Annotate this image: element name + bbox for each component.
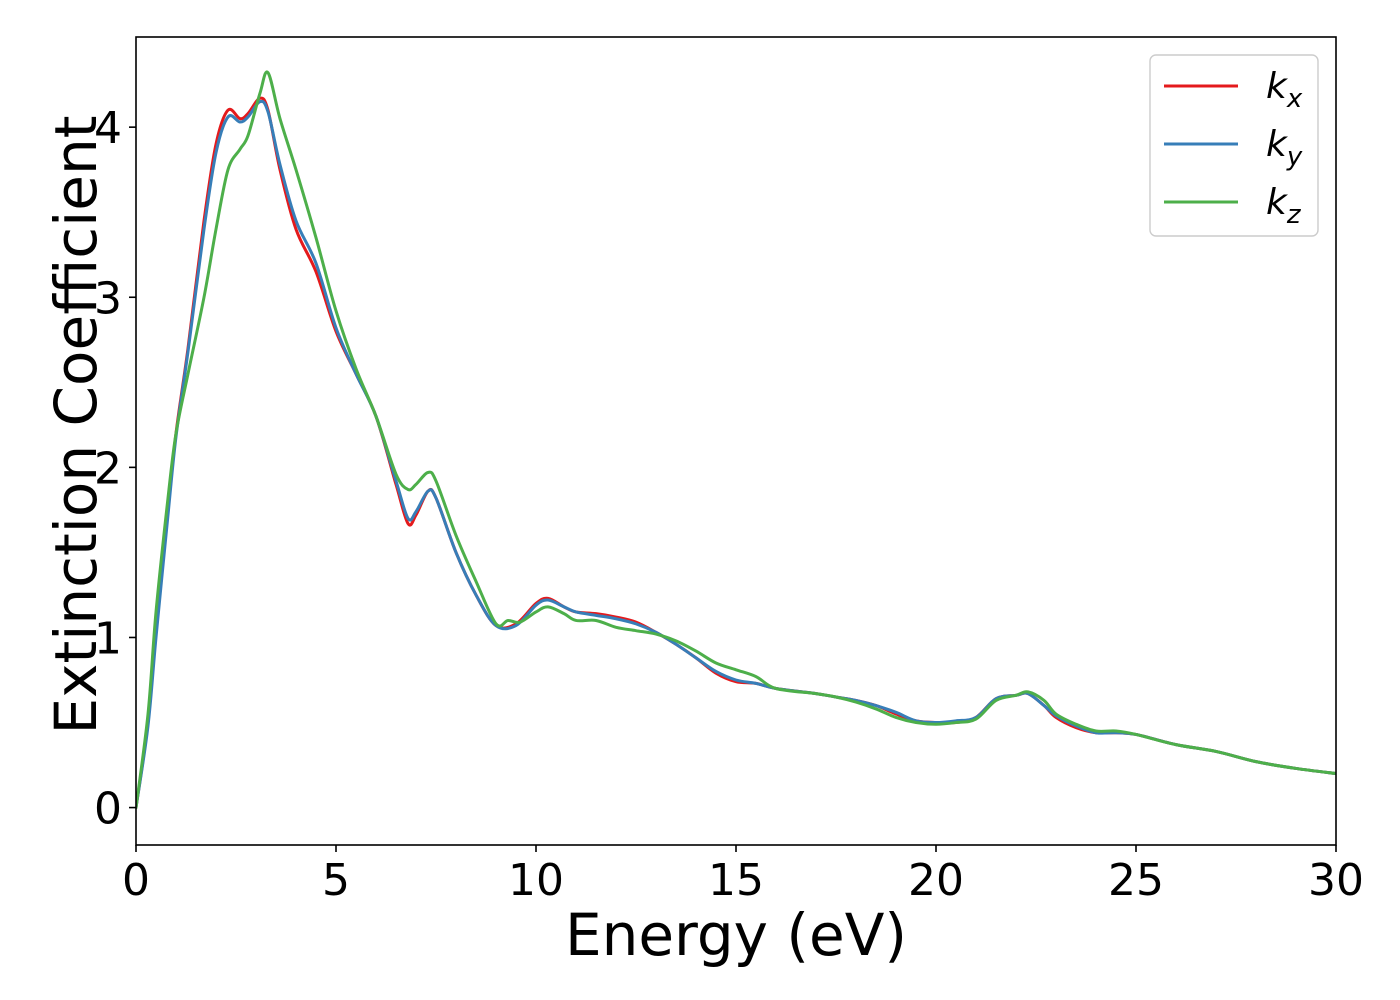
x-tick-label: 5 xyxy=(322,855,350,906)
legend-label-y: ky xyxy=(1266,124,1303,172)
legend: kx ky kz xyxy=(1149,54,1319,237)
x-tick-label: 25 xyxy=(1108,855,1164,906)
y-tick-label: 4 xyxy=(94,103,122,154)
y-tick-label: 3 xyxy=(94,273,122,324)
x-axis-title: Energy (eV) xyxy=(565,901,907,969)
y-axis: 0 1 2 3 4 xyxy=(94,103,136,835)
series-line-y xyxy=(136,99,1336,810)
y-tick-label: 1 xyxy=(94,613,122,664)
legend-label-x: kx xyxy=(1266,66,1303,114)
x-axis: 0 5 10 15 20 25 30 xyxy=(122,845,1364,906)
series-line-z xyxy=(136,70,1336,810)
series-layer xyxy=(136,70,1336,810)
y-axis-title: Extinction Coefficient xyxy=(42,116,110,735)
y-tick-label: 0 xyxy=(94,784,122,835)
x-tick-label: 10 xyxy=(508,855,564,906)
y-tick-label: 2 xyxy=(94,443,122,494)
x-tick-label: 15 xyxy=(708,855,764,906)
legend-label-z: kz xyxy=(1266,182,1302,230)
x-tick-label: 30 xyxy=(1308,855,1364,906)
x-tick-label: 20 xyxy=(908,855,964,906)
x-tick-label: 0 xyxy=(122,855,150,906)
